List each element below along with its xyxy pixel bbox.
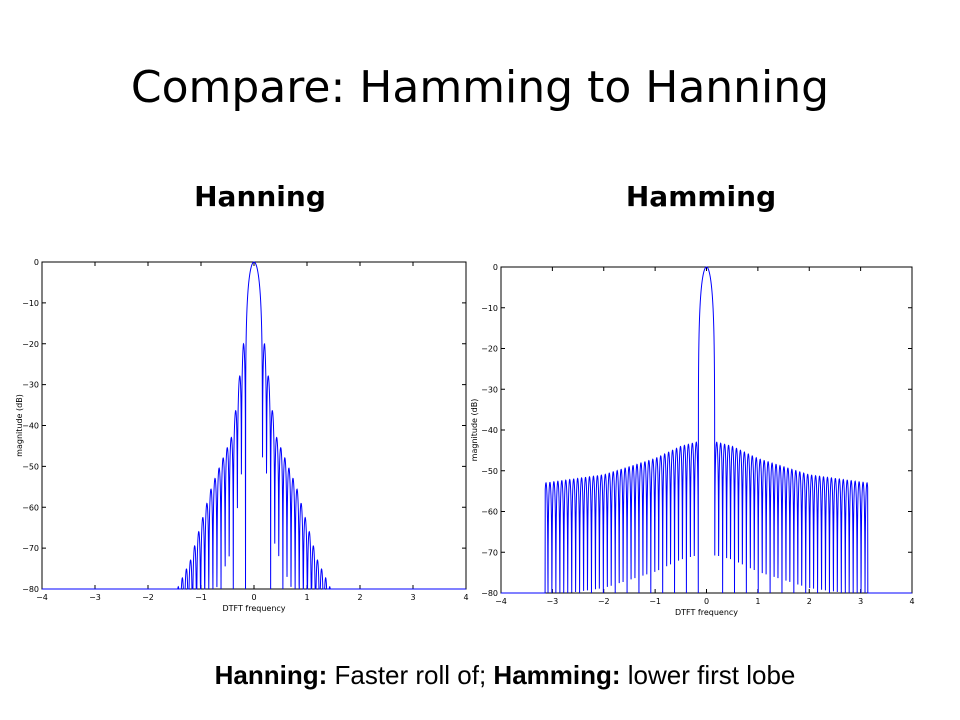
- x-tick-label: −3: [546, 597, 558, 606]
- y-tick-label: −30: [22, 381, 39, 390]
- caption-key-hanning: Hanning:: [214, 660, 328, 690]
- y-tick-label: −40: [22, 422, 39, 431]
- y-tick-label: −60: [22, 503, 39, 512]
- caption: Hanning: Faster roll of; Hamming: lower …: [0, 660, 960, 691]
- y-tick-label: 0: [34, 258, 39, 267]
- x-tick-label: 2: [807, 597, 812, 606]
- y-tick-label: −40: [481, 426, 498, 435]
- x-tick-label: 1: [304, 593, 309, 602]
- y-tick-label: −10: [22, 299, 39, 308]
- x-axis-label: DTFT frequency: [222, 604, 285, 613]
- x-tick-label: 4: [463, 593, 468, 602]
- x-tick-label: −3: [89, 593, 101, 602]
- hanning-chart: −4 −3 −2 −1 0 1 2 3 40−10−20−30−40−50−60−70−80DT…: [15, 258, 469, 613]
- hamming-chart: −4 −3 −2 −1 0 1 2 3 40−10−20−30−40−50−60−70−80DT…: [470, 263, 915, 617]
- slide-title: Compare: Hamming to Hanning: [130, 62, 830, 113]
- x-tick-label: 2: [357, 593, 362, 602]
- caption-key-hamming: Hamming:: [493, 660, 621, 690]
- x-tick-label: −1: [195, 593, 207, 602]
- y-tick-label: −70: [22, 544, 39, 553]
- caption-text-hanning: Faster roll of;: [327, 660, 494, 690]
- hanning-label: Hanning: [194, 180, 326, 213]
- y-tick-label: −50: [481, 467, 498, 476]
- y-tick-label: −20: [22, 340, 39, 349]
- y-tick-label: −20: [481, 345, 498, 354]
- plot-frame: [500, 266, 913, 594]
- y-tick-label: −80: [481, 589, 498, 598]
- y-axis-label: magnitude (dB): [470, 399, 479, 462]
- y-tick-label: −30: [481, 385, 498, 394]
- x-tick-label: 1: [755, 597, 760, 606]
- x-tick-label: −4: [36, 593, 48, 602]
- x-axis-label: DTFT frequency: [675, 608, 738, 617]
- x-tick-label: 3: [858, 597, 863, 606]
- hanning-spectrum-line: [42, 261, 466, 590]
- hamming-spectrum-line: [501, 266, 912, 594]
- y-tick-label: −80: [22, 585, 39, 594]
- x-tick-label: 0: [251, 593, 256, 602]
- plot-frame: [41, 261, 467, 590]
- y-tick-label: −50: [22, 462, 39, 471]
- y-tick-label: 0: [493, 263, 498, 272]
- x-tick-label: 3: [410, 593, 415, 602]
- x-tick-label: −2: [142, 593, 154, 602]
- x-tick-label: −4: [495, 597, 507, 606]
- y-tick-label: −60: [481, 508, 498, 517]
- x-tick-label: −1: [649, 597, 661, 606]
- y-tick-label: −10: [481, 304, 498, 313]
- y-axis-label: magnitude (dB): [15, 394, 24, 457]
- x-tick-label: −2: [598, 597, 610, 606]
- y-tick-label: −70: [481, 548, 498, 557]
- caption-text-hamming: lower first lobe: [620, 660, 796, 690]
- hamming-label: Hamming: [625, 180, 777, 213]
- x-tick-label: 0: [704, 597, 709, 606]
- x-tick-label: 4: [909, 597, 914, 606]
